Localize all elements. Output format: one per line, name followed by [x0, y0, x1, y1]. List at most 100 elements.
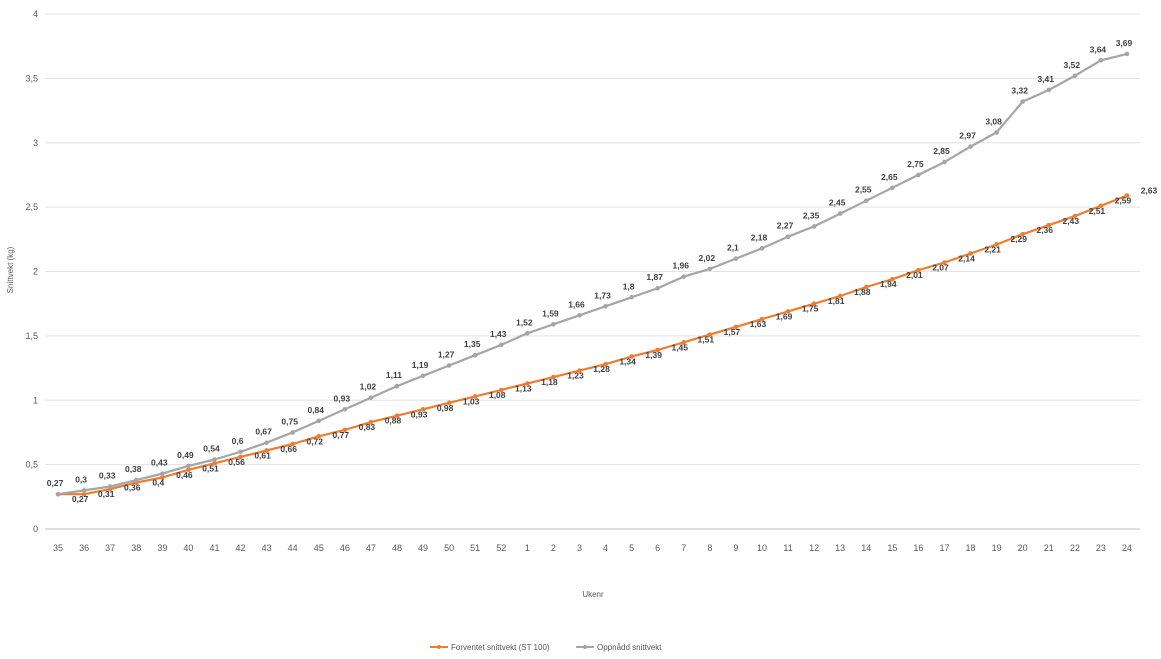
data-label: 1,45: [671, 342, 688, 352]
x-tick-label: 49: [418, 543, 428, 553]
x-tick-label: 4: [603, 543, 608, 553]
data-point: [212, 461, 217, 466]
data-label: 1,13: [515, 384, 532, 394]
data-point: [629, 354, 634, 359]
data-label: 2,14: [958, 253, 975, 263]
data-point: [446, 400, 452, 406]
data-point: [551, 374, 556, 380]
legend-marker: [437, 645, 441, 649]
data-point: [863, 198, 869, 203]
x-tick-label: 44: [288, 543, 298, 553]
x-tick-label: 42: [236, 543, 246, 553]
data-point: [733, 324, 739, 330]
y-tick-label: 3,5: [25, 73, 38, 83]
data-point: [577, 368, 582, 373]
data-point: [968, 144, 973, 149]
x-tick-label: 9: [733, 543, 738, 553]
data-label: 2,27: [777, 221, 794, 231]
data-point: [994, 130, 999, 135]
data-label: 1,8: [623, 281, 635, 291]
data-point: [342, 427, 348, 433]
data-label: 1,57: [724, 327, 741, 337]
x-tick-label: 40: [183, 543, 193, 553]
data-point: [890, 185, 895, 191]
data-label: 0,36: [124, 483, 141, 493]
x-tick-label: 12: [809, 543, 819, 553]
data-label: 0,84: [307, 405, 324, 415]
data-label: 0,93: [411, 409, 428, 419]
data-label: 1,63: [750, 319, 767, 329]
y-axis-title: Snittvekt (kg): [6, 246, 15, 293]
y-tick-label: 4: [33, 9, 38, 19]
data-label: 0,98: [437, 403, 454, 413]
x-tick-label: 20: [1018, 543, 1028, 553]
data-point: [420, 406, 426, 412]
x-tick-label: 46: [340, 543, 350, 553]
data-label: 1,94: [880, 279, 897, 289]
data-point: [160, 471, 165, 476]
data-point: [316, 418, 322, 424]
data-point: [655, 285, 660, 291]
data-label: 0,67: [255, 427, 272, 437]
data-point: [55, 491, 61, 497]
data-label: 1,34: [619, 356, 636, 366]
y-tick-label: 0,5: [25, 460, 38, 470]
data-label: 1,81: [828, 296, 845, 306]
data-label: 0,27: [72, 494, 89, 504]
data-label: 1,66: [568, 299, 585, 309]
x-tick-label: 50: [444, 543, 454, 553]
y-tick-label: 2,5: [25, 202, 38, 212]
x-tick-label: 5: [629, 543, 634, 553]
data-point: [629, 294, 634, 300]
y-tick-label: 1,5: [25, 331, 38, 341]
data-label: 0,93: [334, 393, 351, 403]
data-point: [863, 284, 869, 290]
data-point: [811, 224, 817, 229]
data-label: 2,51: [1089, 206, 1106, 216]
data-label: 2,1: [727, 243, 739, 253]
data-point: [264, 440, 269, 446]
data-label: 2,07: [932, 262, 949, 272]
data-point: [1046, 87, 1052, 93]
data-point: [681, 340, 687, 345]
data-label: 0,33: [99, 471, 116, 481]
data-label: 1,19: [412, 360, 429, 370]
data-label: 2,21: [984, 244, 1001, 254]
data-label: 1,43: [490, 329, 507, 339]
data-label: 2,63: [1141, 185, 1158, 195]
data-label: 1,27: [438, 349, 455, 359]
series-group: [55, 51, 1130, 497]
x-tick-label: 17: [939, 543, 949, 553]
data-label: 0,75: [281, 416, 298, 426]
data-label: 0,54: [203, 443, 220, 453]
data-label: 1,96: [672, 261, 689, 271]
data-point: [916, 267, 921, 273]
data-point: [446, 363, 452, 368]
data-label: 2,36: [1036, 225, 1053, 235]
data-label: 0,4: [152, 478, 164, 488]
x-tick-label: 8: [707, 543, 712, 553]
x-tick-label: 6: [655, 543, 660, 553]
data-label: 0,61: [254, 450, 271, 460]
x-tick-label: 43: [262, 543, 272, 553]
data-label: 1,35: [464, 339, 481, 349]
data-label: 0,83: [359, 422, 376, 432]
y-axis-ticks: 0 0,5 1 1,5 2 2,5 3 3,5 4: [25, 9, 38, 534]
x-tick-label: 41: [209, 543, 219, 553]
data-label: 0,56: [228, 457, 245, 467]
data-point: [264, 448, 269, 453]
data-point: [1072, 73, 1078, 79]
data-point: [290, 441, 295, 447]
data-point: [707, 332, 713, 337]
data-point: [212, 457, 217, 462]
data-point: [107, 484, 113, 489]
data-point: [394, 383, 400, 389]
x-tick-label: 23: [1096, 543, 1106, 553]
data-point: [785, 309, 791, 314]
x-tick-label: 15: [887, 543, 897, 553]
data-label: 3,69: [1116, 38, 1133, 48]
x-tick-label: 7: [681, 543, 686, 553]
data-label: 1,39: [645, 350, 662, 360]
data-point: [316, 434, 322, 439]
